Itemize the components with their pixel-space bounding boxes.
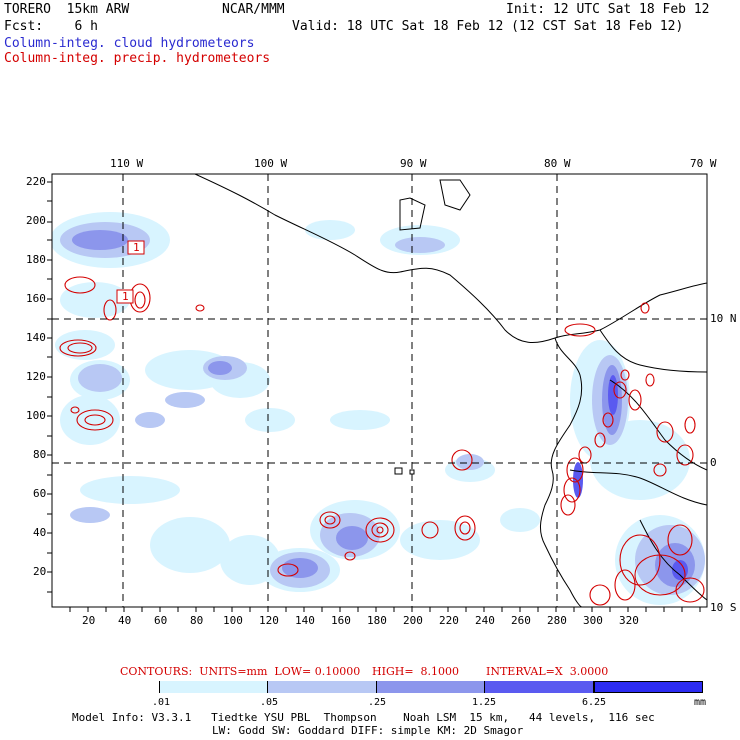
lon-label-110w: 110 W [110, 157, 144, 170]
legend-label: .01 [152, 697, 171, 708]
x-tick: 140 [295, 614, 315, 627]
box-label: 1 [122, 290, 129, 303]
y-tick: 220 [26, 175, 46, 188]
x-tick: 120 [259, 614, 279, 627]
x-tick: 80 [190, 614, 204, 627]
y-tick: 60 [33, 487, 47, 500]
forecast-hour: Fcst: 6 h [4, 19, 98, 34]
x-tick: 180 [367, 614, 387, 627]
legend-swatch [52, 681, 160, 693]
lon-label-80w: 80 W [544, 157, 571, 170]
legend-swatch [594, 681, 703, 693]
model-title: TORERO 15km ARW [4, 2, 130, 17]
lon-label-90w: 90 W [400, 157, 427, 170]
tick-marks [47, 181, 701, 612]
plot-frame [51, 173, 708, 608]
x-tick: 160 [331, 614, 351, 627]
x-tick: 260 [511, 614, 531, 627]
legend-swatch [377, 681, 485, 693]
lon-label-100w: 100 W [254, 157, 288, 170]
valid-time: Valid: 18 UTC Sat 18 Feb 12 (12 CST Sat … [292, 19, 684, 34]
contours-high: HIGH= 8.1000 [372, 665, 460, 678]
lat-label-10n: 10 N [710, 312, 737, 325]
y-tick: 160 [26, 292, 46, 305]
x-tick: 220 [439, 614, 459, 627]
lat-label-0: 0 [710, 456, 717, 469]
contours-units: CONTOURS: UNITS=mm LOW= 0.10000 [120, 665, 361, 678]
precip-contours [59, 276, 705, 606]
y-tick: 100 [26, 409, 46, 422]
y-tick: 180 [26, 253, 46, 266]
y-tick: 20 [33, 565, 47, 578]
lon-label-70w: 70 W [690, 157, 717, 170]
graticule [52, 174, 707, 607]
center-name: NCAR/MMM [222, 2, 285, 17]
init-time: Init: 12 UTC Sat 18 Feb 12 [506, 2, 710, 17]
x-tick: 280 [547, 614, 567, 627]
y-tick: 120 [26, 370, 46, 383]
field-precip-label: Column-integ. precip. hydrometeors [4, 51, 271, 66]
box-label: 1 [133, 241, 140, 254]
x-tick: 240 [475, 614, 495, 627]
field-cloud-label: Column-integ. cloud hydrometeors [4, 36, 255, 51]
legend-swatch [160, 681, 268, 693]
x-tick: 60 [154, 614, 168, 627]
y-tick: 140 [26, 331, 46, 344]
physics-info: LW: Godd SW: Goddard DIFF: simple KM: 2D… [212, 724, 524, 737]
y-tick: 80 [33, 448, 47, 461]
legend-label: .25 [368, 697, 387, 708]
x-tick: 100 [223, 614, 243, 627]
x-tick: 300 [583, 614, 603, 627]
legend-swatch [268, 681, 377, 693]
box-labels [116, 240, 145, 304]
x-tick: 200 [403, 614, 423, 627]
lat-label-10s: 10 S [710, 601, 737, 614]
legend-label: 6.25 [582, 697, 607, 708]
legend-swatch [485, 681, 594, 693]
contours-interval: INTERVAL=X 3.0000 [486, 665, 609, 678]
y-tick: 40 [33, 526, 47, 539]
legend-label: .05 [260, 697, 279, 708]
model-info: Model Info: V3.3.1 Tiedtke YSU PBL Thomp… [72, 711, 655, 724]
cloud-shading [52, 212, 705, 605]
x-tick: 40 [118, 614, 132, 627]
legend-units: mm [694, 697, 707, 708]
x-tick: 320 [619, 614, 639, 627]
x-tick: 20 [82, 614, 96, 627]
y-tick: 200 [26, 214, 46, 227]
legend-label: 1.25 [472, 697, 497, 708]
